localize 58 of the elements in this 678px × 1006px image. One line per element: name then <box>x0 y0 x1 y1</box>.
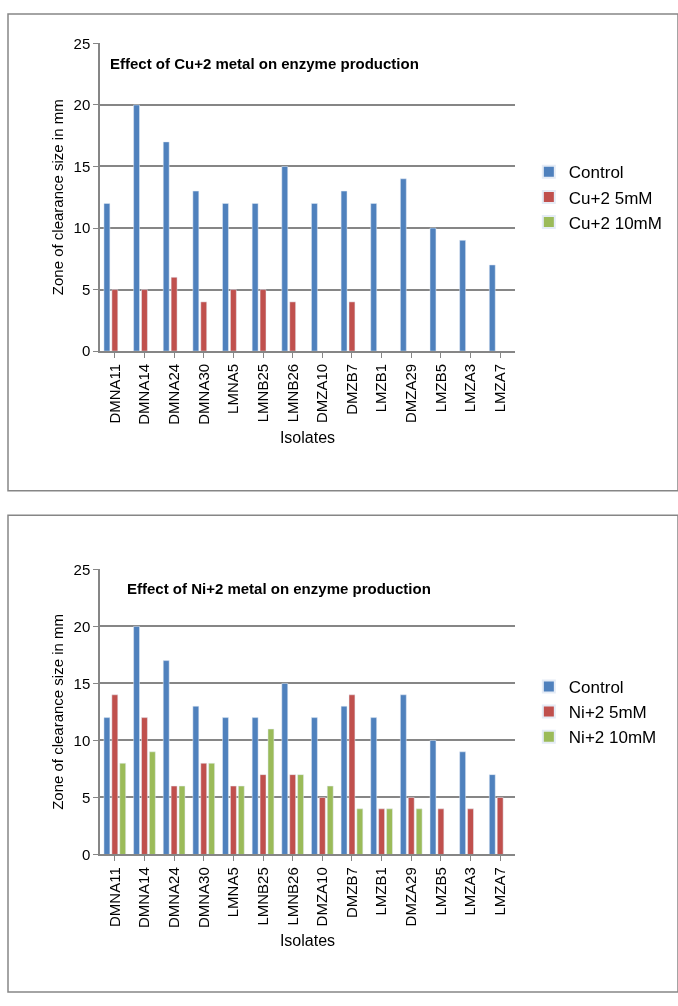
text: Effect of Ni+2 metal on enzyme production <box>127 580 431 597</box>
x-tick-label: DMZA10 <box>313 363 331 424</box>
y-tick-label: 25 <box>73 34 91 52</box>
bar <box>400 178 407 352</box>
x-tick-label: LMNB25 <box>253 867 271 926</box>
x-tick-label: DMNA24 <box>164 363 182 425</box>
legend-label: Ni+2 10mM <box>568 728 657 748</box>
x-tick-label: DMNA14 <box>135 867 153 929</box>
bar <box>429 227 437 352</box>
x-tick-label: LMZA3 <box>461 363 479 413</box>
y-axis-title: Zone of clearance size in mm <box>49 99 67 296</box>
x-tick-label: LMNA5 <box>224 867 242 918</box>
legend-label: Control <box>568 678 624 698</box>
x-tick-label: LMZA7 <box>491 363 509 413</box>
x-tick-label: LMZB5 <box>431 363 449 413</box>
x-tick-label: DMZB7 <box>342 363 360 415</box>
x-tick-label: DMNA30 <box>194 867 212 929</box>
x-tick-label: DMNA14 <box>135 363 153 425</box>
y-axis-title: Zone of clearance size in mm <box>49 613 67 810</box>
x-tick-label: LMNB26 <box>283 867 301 926</box>
x-tick-label: DMZA29 <box>402 363 420 424</box>
y-tick-label: 0 <box>81 845 91 863</box>
y-tick-label: 10 <box>73 219 91 237</box>
x-tick-label: DMNA30 <box>194 363 212 425</box>
x-tick-label: DMNA24 <box>164 867 182 929</box>
x-tick-label: LMZA3 <box>461 867 479 916</box>
x-tick-label: DMZA29 <box>402 867 420 927</box>
x-tick-label: LMNB26 <box>283 363 301 423</box>
x-tick-label: LMZB1 <box>372 363 390 413</box>
y-tick-label: 10 <box>73 731 91 749</box>
y-tick-label: 20 <box>73 96 91 114</box>
legend-label: Cu+2 5mM <box>568 188 653 208</box>
bar <box>311 203 318 352</box>
y-tick-label: 15 <box>73 674 91 692</box>
x-tick-label: LMZB1 <box>372 867 390 916</box>
y-tick-label: 5 <box>81 788 91 806</box>
y-tick-label: 5 <box>81 280 91 298</box>
text: Effect of Cu+2 metal on enzyme production <box>110 55 419 72</box>
x-tick-label: LMNA5 <box>224 363 242 414</box>
legend-label: Cu+2 10mM <box>568 213 662 233</box>
x-tick-label: DMZB7 <box>342 867 360 919</box>
bar <box>489 264 496 352</box>
x-axis-title: Isolates <box>279 428 336 446</box>
y-tick-label: 20 <box>73 617 91 635</box>
x-tick-label: DMNA11 <box>105 867 123 927</box>
bar <box>370 203 377 352</box>
x-tick-label: LMZA7 <box>491 867 509 916</box>
x-tick-label: LMNB25 <box>253 363 271 423</box>
x-axis-title: Isolates <box>279 932 336 950</box>
x-tick-label: DMZA10 <box>313 867 331 927</box>
y-tick-label: 15 <box>73 157 91 175</box>
y-tick-label: 25 <box>73 560 91 578</box>
y-tick-label: 0 <box>81 342 91 360</box>
x-tick-label: LMZB5 <box>431 867 449 916</box>
legend-label: Ni+2 5mM <box>568 703 647 723</box>
x-tick-label: DMNA11 <box>105 363 123 424</box>
bar <box>459 240 466 352</box>
legend-label: Control <box>568 163 624 183</box>
